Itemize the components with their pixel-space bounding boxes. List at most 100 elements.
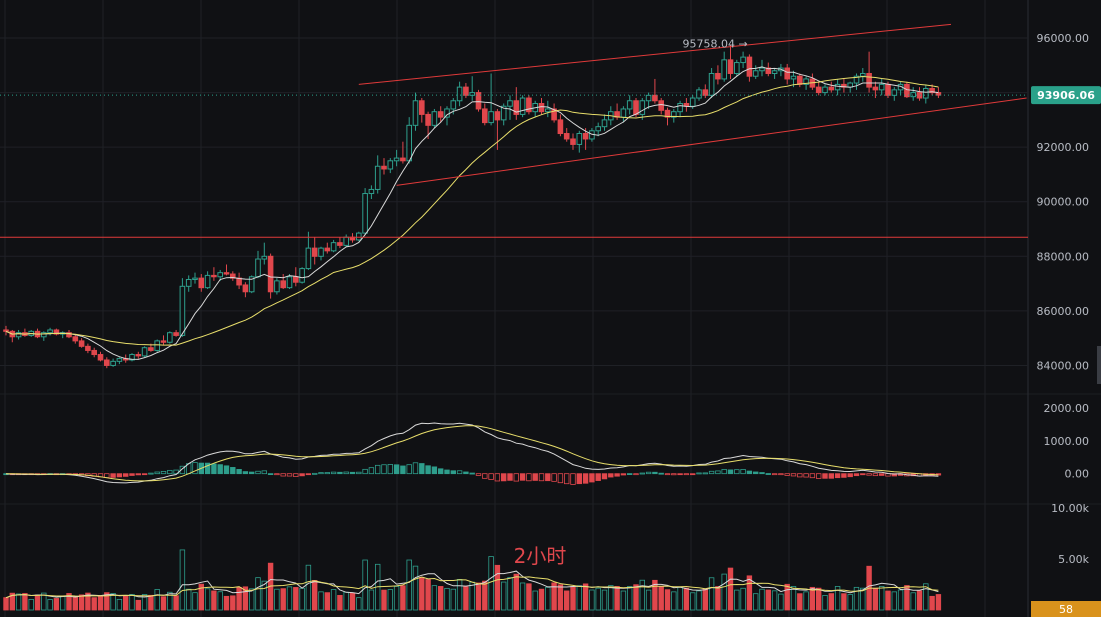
volume-bar [658, 586, 664, 611]
price-tick-label: 86000.00 [1037, 305, 1090, 318]
ma-fast-line [5, 66, 939, 360]
volume-bar [211, 590, 217, 611]
macd-pane[interactable] [3, 422, 942, 485]
candle-body [538, 103, 545, 113]
volume-bar [141, 594, 148, 611]
volume-bar [633, 584, 639, 611]
macd-histogram-bar [456, 470, 463, 475]
volume-bar [746, 575, 753, 611]
volume-bar [816, 587, 822, 611]
price-pane[interactable] [3, 44, 942, 369]
volume-bar [753, 593, 759, 611]
macd-histogram-bar [746, 470, 753, 475]
candle-body [601, 119, 608, 128]
candle [368, 185, 375, 199]
scroll-handle [1097, 346, 1101, 384]
candle-body [173, 332, 179, 336]
macd-tick-label: 1000.00 [1044, 435, 1090, 448]
high-annotation-label: 95758.04 → [682, 38, 747, 51]
candle-body [570, 138, 576, 145]
candle [135, 351, 142, 359]
candle [198, 274, 205, 292]
candle [41, 331, 47, 341]
volume-bar [236, 586, 242, 611]
macd-histogram-bar [167, 469, 173, 475]
volume-bar [129, 593, 135, 611]
macd-histogram-bar [664, 473, 671, 476]
candle [601, 114, 608, 131]
macd-histogram-bar [356, 471, 362, 475]
candle [211, 267, 217, 281]
candle-body [204, 274, 211, 289]
candle [475, 89, 482, 112]
volume-bar [809, 586, 816, 611]
candle [110, 358, 116, 367]
candle [154, 339, 160, 352]
candle-body [456, 86, 463, 102]
candle [431, 108, 438, 129]
candle [557, 114, 564, 137]
macd-histogram-bar [639, 472, 645, 475]
volume-bar [916, 590, 923, 611]
candle [639, 98, 646, 120]
macd-histogram-bar [614, 473, 620, 477]
candle-body [519, 97, 526, 115]
candle-body [154, 340, 160, 351]
candle [526, 95, 532, 115]
candle [519, 95, 526, 118]
macd-histogram-bar [879, 473, 885, 476]
volume-bar [406, 559, 412, 611]
macd-dea-line [5, 425, 939, 482]
candle [242, 282, 249, 298]
candle-body [526, 97, 532, 113]
macd-histogram-bar [570, 473, 576, 485]
candle [721, 51, 728, 82]
macd-histogram-bar [519, 473, 526, 481]
volume-bar [230, 595, 236, 611]
macd-histogram-bar [841, 473, 847, 478]
candle [923, 84, 929, 104]
candle [570, 133, 576, 150]
volume-bar [538, 588, 545, 611]
candle [437, 106, 444, 123]
candle [337, 237, 343, 249]
macd-histogram-bar [204, 462, 211, 475]
last-price-tag [1031, 86, 1101, 105]
volume-bar [910, 592, 916, 611]
candle-body [866, 72, 872, 88]
macd-histogram-bar [368, 467, 375, 475]
volume-pane[interactable] [3, 549, 942, 611]
volume-bar [822, 595, 828, 611]
volume-bar [778, 593, 784, 611]
candle-body [437, 111, 444, 118]
volume-bar [570, 586, 576, 611]
macd-histogram-bar [702, 472, 708, 475]
candle [85, 343, 91, 354]
candle-body [223, 272, 230, 275]
macd-histogram-bar [822, 473, 828, 479]
candle-body [784, 67, 791, 80]
candle-body [305, 247, 312, 270]
macd-histogram-bar [299, 473, 305, 477]
macd-histogram-bar [696, 472, 702, 475]
candle [381, 158, 387, 175]
volume-bar [513, 573, 519, 611]
price-tick-label: 84000.00 [1037, 359, 1090, 372]
volume-bar [53, 598, 60, 611]
volume-bar [3, 597, 9, 611]
macd-histogram-bar [532, 473, 538, 481]
candle-body [47, 329, 53, 334]
volume-bar [85, 592, 91, 611]
macd-histogram-bar [872, 473, 879, 477]
candle-body [15, 332, 22, 338]
candle-body [885, 83, 891, 96]
candle-body [626, 100, 633, 110]
candle-body [689, 97, 696, 107]
volume-bar [784, 583, 790, 611]
candle [185, 275, 192, 292]
candle-body [563, 133, 570, 140]
volume-bar [60, 596, 66, 611]
macd-histogram-bar [715, 470, 721, 475]
macd-histogram-bar [311, 472, 318, 475]
